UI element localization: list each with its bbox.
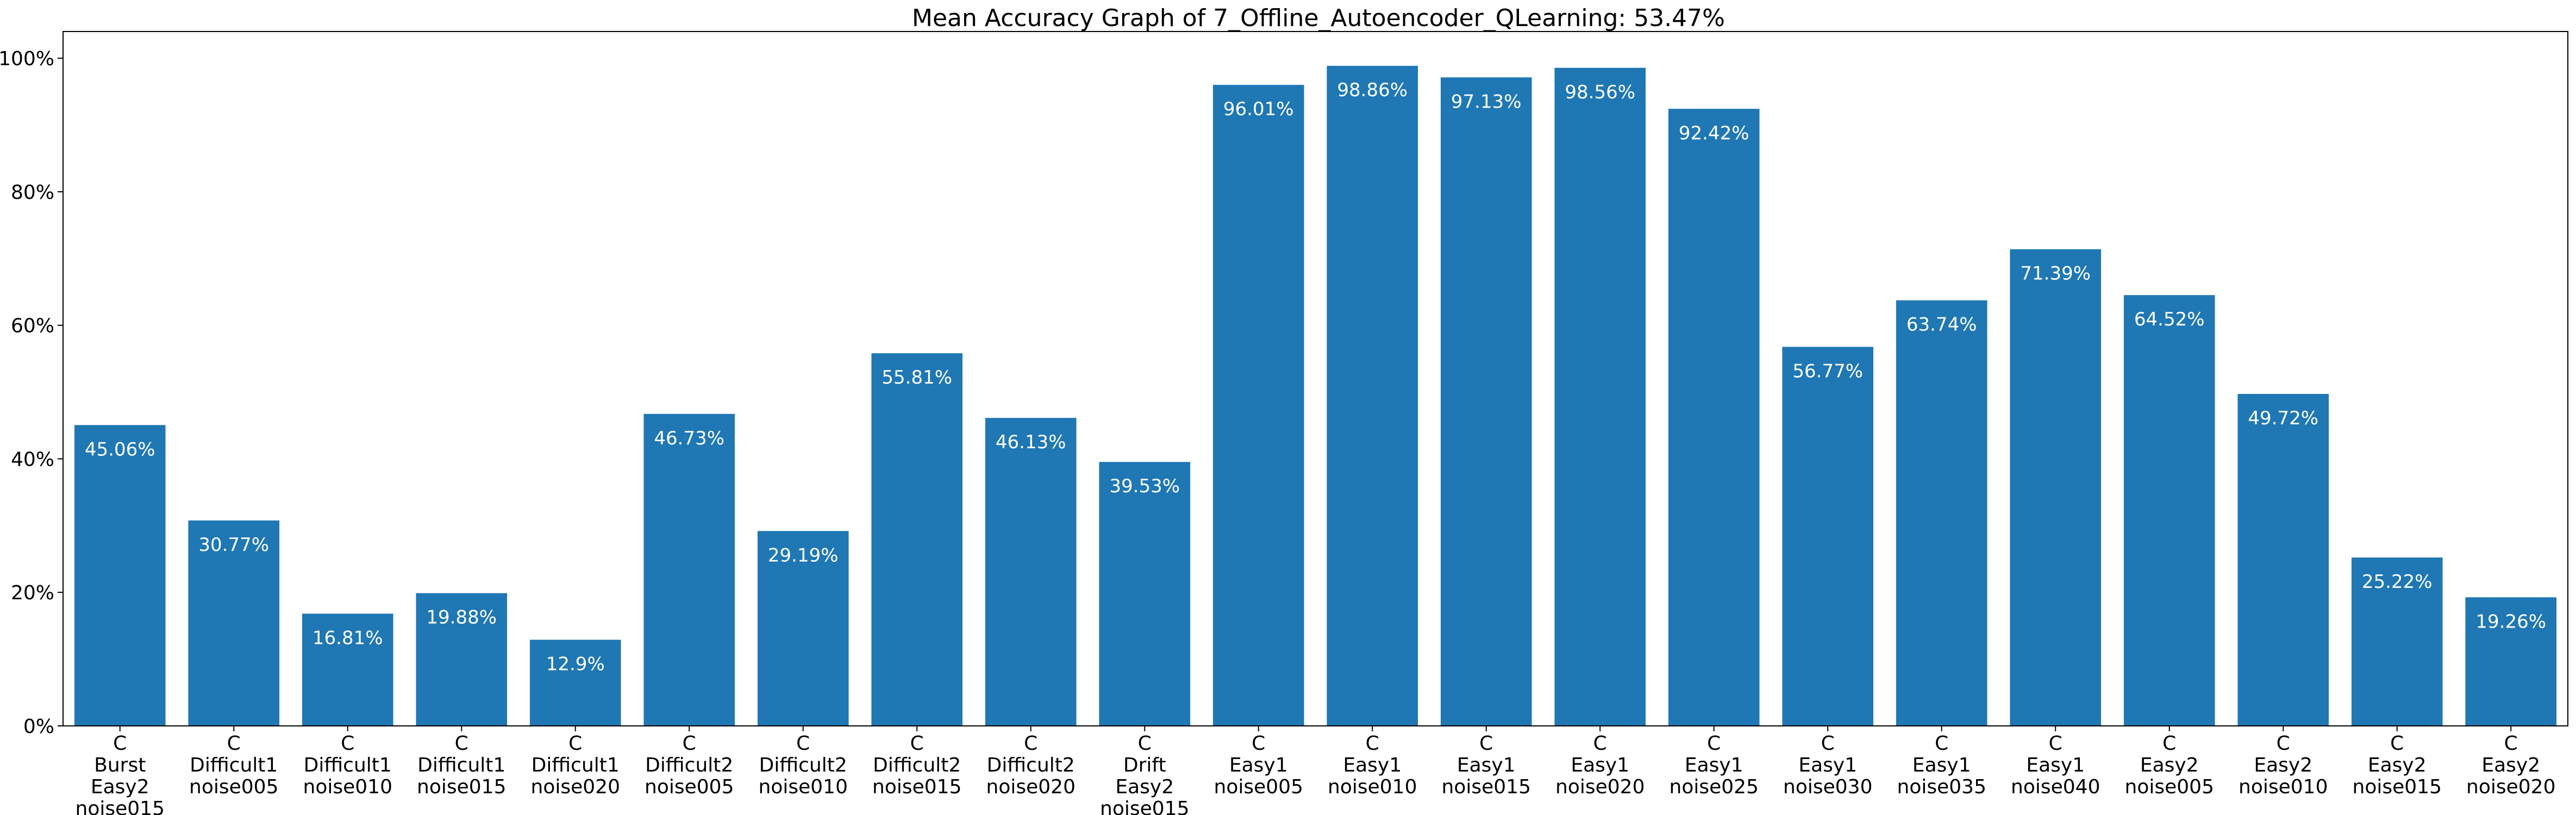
bar-14 [1668, 109, 1760, 726]
x-axis: C Burst Easy2 noise015 C Difficult1 noise005 C D… [76, 726, 2555, 815]
bar-value-label-6: 29.19% [768, 544, 839, 566]
y-tick-label-3: 60% [11, 315, 54, 337]
bar-value-label-15: 56.77% [1792, 360, 1863, 382]
bar-value-label-17: 71.39% [2020, 263, 2091, 285]
x-tick-label-20: C Easy2 noise015 [2353, 732, 2442, 798]
x-tick-label-7: C Difficult2 noise015 [872, 732, 961, 798]
x-tick-label-16: C Easy1 noise035 [1897, 732, 1986, 798]
plot-frame [62, 31, 2568, 726]
bar-18 [2123, 295, 2215, 726]
x-tick-label-13: C Easy1 noise020 [1555, 732, 1645, 798]
x-tick-label-2: C Difficult1 noise010 [303, 732, 392, 798]
bar-15 [1782, 347, 1874, 726]
bar-11 [1327, 66, 1418, 726]
bar-value-label-12: 97.13% [1451, 91, 1522, 112]
x-tick-label-1: C Difficult1 noise005 [189, 732, 278, 798]
x-tick-label-17: C Easy1 noise040 [2011, 732, 2100, 798]
bar-value-label-20: 25.22% [2362, 571, 2433, 593]
bar-value-label-11: 98.86% [1337, 79, 1408, 101]
bar-13 [1554, 67, 1646, 726]
x-tick-label-4: C Difficult1 noise020 [531, 732, 620, 798]
bar-12 [1440, 77, 1532, 726]
bar-21 [2465, 597, 2557, 726]
bar-value-label-1: 30.77% [198, 534, 269, 556]
y-axis: 0% 20% 40% 60% 80% 100% [0, 48, 63, 738]
chart-title: Mean Accuracy Graph of 7_Offline_Autoenc… [912, 4, 1725, 32]
bar-value-label-4: 12.9% [546, 653, 605, 675]
y-tick-label-1: 20% [11, 582, 54, 604]
bar-value-label-8: 46.13% [996, 431, 1066, 453]
bar-8 [985, 418, 1077, 726]
bar-1 [188, 520, 280, 726]
bar-value-label-21: 19.26% [2475, 611, 2546, 632]
bar-value-label-2: 16.81% [312, 627, 383, 649]
x-tick-label-6: C Difficult2 noise010 [759, 732, 848, 798]
y-tick-label-2: 40% [11, 448, 54, 471]
bars-layer: 45.06% 30.77% 16.81% 19.88% 12.9% 46.73% 29.19… [74, 66, 2557, 726]
bar-value-label-7: 55.81% [881, 367, 952, 388]
bar-9 [1099, 462, 1191, 726]
x-tick-label-21: C Easy2 noise020 [2466, 732, 2555, 798]
bar-10 [1212, 85, 1304, 726]
x-tick-label-19: C Easy2 noise010 [2239, 732, 2328, 798]
x-tick-label-9: C Drift Easy2 noise015 [1100, 732, 1189, 815]
bar-value-label-9: 39.53% [1109, 475, 1180, 497]
bar-value-label-13: 98.56% [1565, 82, 1635, 103]
bar-19 [2237, 394, 2329, 726]
bar-value-label-14: 92.42% [1679, 122, 1749, 144]
bar-value-label-5: 46.73% [654, 428, 724, 449]
bar-7 [871, 353, 963, 726]
bar-5 [643, 413, 735, 726]
bar-6 [757, 531, 849, 726]
bar-value-label-3: 19.88% [426, 607, 497, 629]
y-tick-label-5: 100% [0, 48, 54, 70]
x-tick-label-18: C Easy2 noise005 [2125, 732, 2214, 798]
x-tick-label-10: C Easy1 noise005 [1214, 732, 1303, 798]
x-tick-label-3: C Difficult1 noise015 [417, 732, 506, 798]
y-tick-label-0: 0% [23, 716, 54, 738]
x-tick-label-5: C Difficult2 noise005 [645, 732, 734, 798]
x-tick-label-14: C Easy1 noise025 [1670, 732, 1759, 798]
bar-3 [416, 593, 508, 726]
bar-value-label-18: 64.52% [2134, 309, 2205, 330]
bar-value-label-19: 49.72% [2248, 408, 2318, 429]
bar-17 [2010, 249, 2102, 726]
y-tick-label-4: 80% [11, 181, 54, 204]
bar-value-label-0: 45.06% [85, 438, 155, 460]
bar-20 [2351, 557, 2443, 726]
bar-value-label-16: 63.74% [1906, 314, 1977, 336]
x-tick-label-8: C Difficult2 noise020 [986, 732, 1076, 798]
x-tick-label-11: C Easy1 noise010 [1328, 732, 1417, 798]
bar-4 [529, 640, 621, 726]
bar-16 [1896, 300, 1987, 726]
bar-value-label-10: 96.01% [1223, 98, 1294, 120]
x-tick-label-15: C Easy1 noise030 [1783, 732, 1872, 798]
bar-0 [74, 425, 166, 726]
bar-2 [302, 613, 393, 726]
x-tick-label-0: C Burst Easy2 noise015 [76, 732, 165, 815]
x-tick-label-12: C Easy1 noise015 [1442, 732, 1531, 798]
